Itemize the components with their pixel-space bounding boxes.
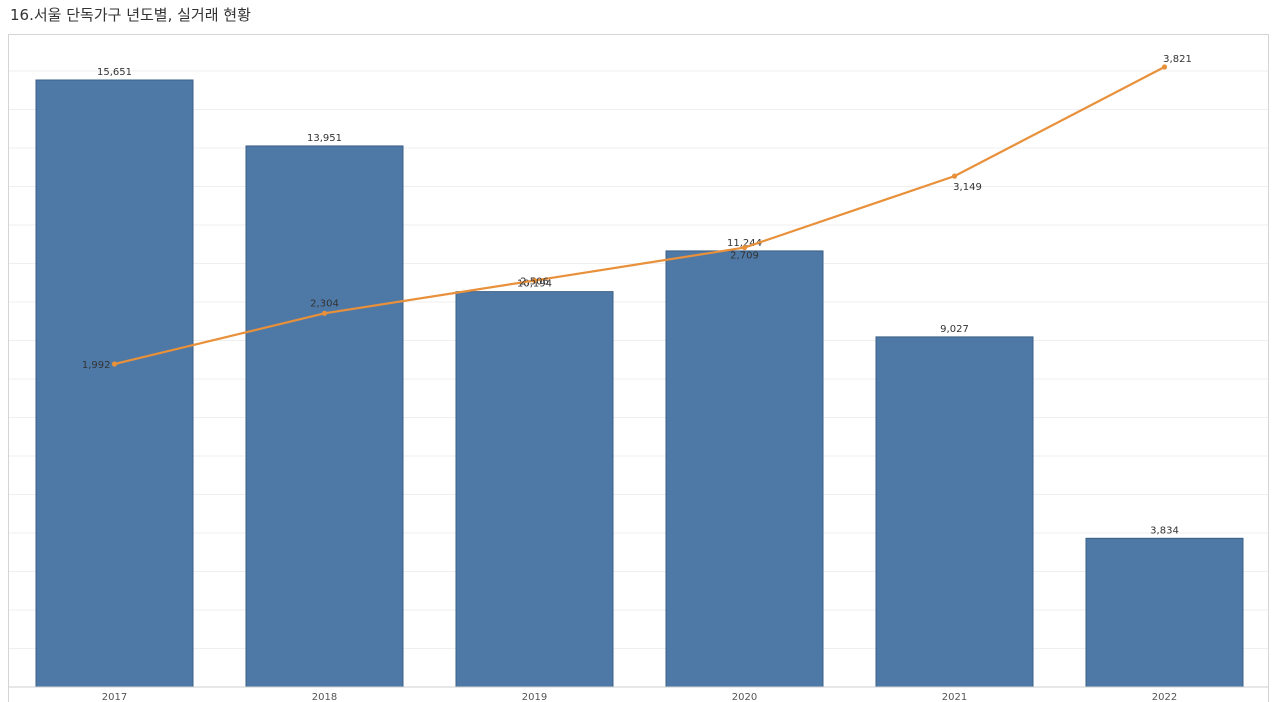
combo-chart: 15,651 13,951 10,194 11,244 9,027 3,834 2017 20… (9, 54, 1268, 702)
bar-label-2020: 11,244 (727, 238, 762, 249)
line-label-2021: 3,149 (953, 182, 982, 193)
x-tick-label-2022: 2022 (1152, 692, 1177, 702)
chart-frame: 15,651 13,951 10,194 11,244 9,027 3,834 2017 20… (8, 34, 1269, 702)
line-label-2019: 2,506 (520, 277, 549, 288)
x-tick-label-2021: 2021 (942, 692, 967, 702)
line-series (114, 66, 1166, 366)
x-tick-label-2020: 2020 (732, 692, 757, 702)
bar-label-2017: 15,651 (97, 67, 132, 78)
line-point-2020 (741, 244, 748, 251)
bar-2021 (875, 336, 1034, 688)
bar-2022 (1085, 537, 1244, 688)
line-point-2017 (111, 361, 118, 367)
bar-2017 (35, 79, 194, 688)
line-label-2020: 2,709 (730, 251, 759, 262)
x-tick-label-2019: 2019 (522, 692, 547, 702)
bar-label-2022: 3,834 (1150, 525, 1179, 536)
line-label-2018: 2,304 (310, 298, 339, 309)
bar-2020 (665, 250, 824, 688)
line-label-2017: 1,992 (82, 360, 111, 371)
line-point-2019 (531, 277, 538, 284)
bar-label-2019: 10,194 (517, 279, 552, 290)
bar-2019 (455, 291, 614, 688)
line-point-2022 (1161, 64, 1168, 70)
x-tick-label-2018: 2018 (312, 692, 337, 702)
line-point-2018 (321, 310, 328, 316)
bar-label-2018: 13,951 (307, 133, 342, 144)
line-label-2022: 3,821 (1163, 54, 1192, 65)
x-tick-label-2017: 2017 (102, 692, 127, 702)
bar-label-2021: 9,027 (940, 324, 969, 335)
line-point-2021 (951, 173, 958, 179)
bar-2018 (245, 145, 404, 688)
chart-title: 16.서울 단독가구 년도별, 실거래 현황 (10, 6, 251, 24)
